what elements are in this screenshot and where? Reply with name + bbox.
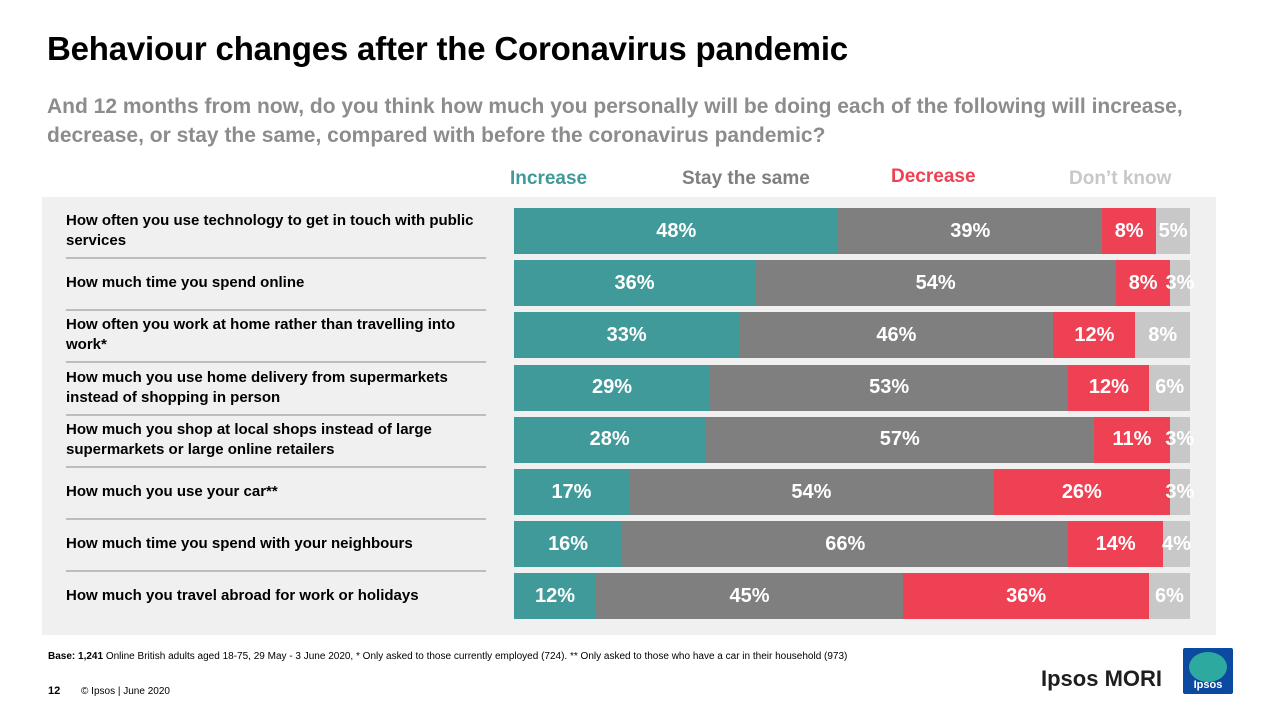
data-label: 45% bbox=[729, 584, 770, 607]
legend-increase: Increase bbox=[510, 168, 588, 189]
data-label: 57% bbox=[879, 428, 920, 451]
row-divider bbox=[66, 361, 486, 364]
row-label: How much you use your car** bbox=[66, 483, 278, 500]
row-label: How much you travel abroad for work or h… bbox=[66, 587, 419, 605]
copyright: © Ipsos | June 2020 bbox=[81, 686, 170, 697]
row-label: How much time you spend with your neighb… bbox=[66, 535, 413, 553]
bar-segment: 3% bbox=[1165, 469, 1194, 515]
data-label: 36% bbox=[1006, 584, 1047, 607]
page-title: Behaviour changes after the Coronavirus … bbox=[47, 30, 848, 67]
ipsos-logo-text: Ipsos bbox=[1193, 679, 1223, 691]
question-subtitle: And 12 months from now, do you think how… bbox=[47, 95, 1183, 147]
row-divider bbox=[66, 518, 486, 520]
bar-segment: 53% bbox=[710, 364, 1069, 411]
data-label: 14% bbox=[1095, 532, 1136, 555]
base-note: Base: 1,241 Online British adults aged 1… bbox=[48, 651, 847, 662]
data-label: 11% bbox=[1112, 428, 1152, 451]
data-label: 8% bbox=[1114, 219, 1144, 242]
bar-segment: 17% bbox=[514, 469, 629, 515]
data-label: 3% bbox=[1165, 271, 1195, 294]
bar-segment: 36% bbox=[903, 573, 1150, 620]
data-label: 54% bbox=[915, 271, 956, 294]
bar-segment: 36% bbox=[514, 260, 755, 307]
data-label: 39% bbox=[950, 219, 991, 242]
legend-stay-same: Stay the same bbox=[682, 168, 810, 189]
data-label: 4% bbox=[1162, 532, 1191, 555]
data-label: 66% bbox=[825, 532, 866, 555]
data-label: 36% bbox=[614, 271, 655, 294]
row-divider bbox=[66, 309, 486, 312]
bar-segment: 16% bbox=[514, 521, 623, 568]
row-label: How much you shop at local shops instead… bbox=[66, 420, 432, 458]
base-note-count: 1,241 bbox=[78, 651, 104, 662]
data-label: 48% bbox=[656, 219, 697, 242]
bar-segment: 3% bbox=[1165, 416, 1194, 463]
bar-segment: 6% bbox=[1149, 364, 1190, 411]
data-label: 12% bbox=[534, 584, 575, 607]
bar-segment: 66% bbox=[622, 521, 1069, 568]
base-note-text: Online British adults aged 18-75, 29 May… bbox=[103, 651, 848, 662]
row-label: How often you work at home rather than t… bbox=[66, 316, 456, 354]
base-note-lead: Base: bbox=[48, 651, 76, 662]
bar-segment: 8% bbox=[1135, 312, 1190, 359]
data-label: 53% bbox=[869, 376, 910, 399]
data-label: 6% bbox=[1155, 376, 1185, 399]
data-label: 26% bbox=[1061, 480, 1102, 503]
bar-segment: 54% bbox=[628, 469, 994, 515]
bar-segment: 6% bbox=[1149, 573, 1190, 620]
bar-segment: 3% bbox=[1166, 260, 1194, 307]
footer: 12 © Ipsos | June 2020 bbox=[48, 685, 170, 697]
row-divider bbox=[66, 465, 486, 468]
data-label: 46% bbox=[876, 323, 917, 346]
data-label: 12% bbox=[1074, 323, 1115, 346]
data-label: 8% bbox=[1128, 271, 1158, 294]
legend-decrease: Decrease bbox=[891, 166, 976, 187]
bar-segment: 54% bbox=[754, 260, 1117, 307]
data-label: 16% bbox=[548, 532, 589, 555]
brand-name: Ipsos MORI bbox=[1041, 666, 1163, 691]
bar-segment: 11% bbox=[1094, 416, 1170, 463]
data-label: 17% bbox=[551, 480, 592, 503]
data-label: 3% bbox=[1165, 480, 1195, 503]
ipsos-logo-icon: Ipsos bbox=[1183, 648, 1233, 694]
bar-segment: 4% bbox=[1162, 521, 1191, 568]
bar-segment: 46% bbox=[739, 312, 1054, 359]
bar-segment: 8% bbox=[1102, 208, 1157, 254]
data-label: 28% bbox=[589, 428, 630, 451]
data-label: 8% bbox=[1148, 323, 1178, 346]
row-label: How much you use home delivery from supe… bbox=[66, 368, 448, 406]
row-label: How much time you spend online bbox=[66, 274, 305, 292]
data-label: 5% bbox=[1158, 219, 1188, 242]
legend-dont-know: Don’t know bbox=[1069, 168, 1172, 189]
data-label: 6% bbox=[1155, 584, 1184, 607]
bar-segment: 29% bbox=[514, 364, 711, 411]
row-label: How often you use technology to get in t… bbox=[66, 212, 474, 249]
data-label: 3% bbox=[1165, 428, 1195, 451]
bar-segment: 14% bbox=[1068, 521, 1163, 568]
bar-segment: 8% bbox=[1116, 260, 1170, 307]
row-divider bbox=[66, 257, 486, 259]
data-label: 33% bbox=[606, 323, 647, 346]
bar-segment: 12% bbox=[1053, 312, 1136, 359]
data-label: 29% bbox=[592, 376, 633, 399]
bar-segment: 28% bbox=[514, 416, 706, 463]
bar-segment: 5% bbox=[1156, 208, 1190, 254]
row-divider bbox=[66, 413, 486, 416]
bar-segment: 33% bbox=[514, 312, 740, 359]
bar-segment: 12% bbox=[1068, 364, 1150, 411]
data-label: 54% bbox=[791, 480, 832, 503]
bar-segment: 48% bbox=[514, 208, 839, 254]
bar-segment: 57% bbox=[705, 416, 1095, 463]
row-divider bbox=[66, 570, 486, 573]
data-label: 12% bbox=[1088, 376, 1129, 399]
bar-segment: 12% bbox=[514, 573, 596, 620]
bar-segment: 39% bbox=[838, 208, 1103, 254]
bar-segment: 45% bbox=[595, 573, 904, 620]
page-number: 12 bbox=[48, 685, 61, 697]
bar-segment: 26% bbox=[993, 469, 1170, 515]
